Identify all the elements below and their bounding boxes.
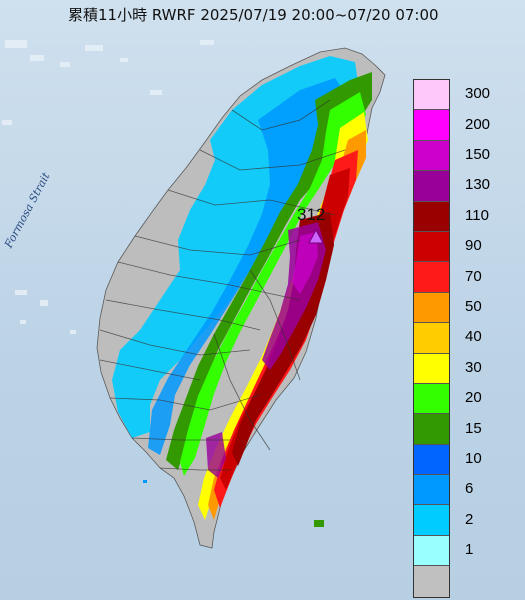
legend-swatch (414, 140, 449, 172)
legend-swatch (414, 444, 449, 476)
legend-swatch (414, 231, 449, 263)
max-rainfall-label: 312 (297, 205, 326, 224)
legend-swatch (414, 201, 449, 232)
legend-swatch (414, 475, 449, 506)
rain-zone-150 (292, 232, 318, 294)
legend-label: 300 (465, 85, 491, 103)
legend-swatch (414, 505, 449, 536)
sea-clouds (2, 40, 214, 334)
legend-swatch (414, 110, 449, 141)
legend-label: 130 (465, 176, 491, 194)
legend-label: 6 (465, 480, 474, 498)
island-green (314, 520, 324, 527)
legend-label: 30 (465, 358, 482, 376)
legend-swatch (414, 171, 449, 202)
legend-swatch (414, 414, 449, 445)
rain-zone-6 (148, 78, 350, 455)
map-title: 累積11小時 RWRF 2025/07/19 20:00~07/20 07:00 (68, 6, 439, 24)
legend-label: 150 (465, 146, 491, 163)
legend-swatch (414, 292, 449, 324)
color-legend (413, 79, 450, 598)
legend-swatch (414, 383, 449, 415)
legend-label: 200 (465, 115, 491, 133)
legend-swatch (414, 323, 449, 354)
legend-swatch (414, 535, 449, 567)
legend-label: 2 (465, 510, 474, 528)
legend-label: 40 (465, 328, 482, 346)
legend-label: 90 (465, 237, 482, 255)
triangle-icon (308, 228, 324, 244)
legend-label: 1 (465, 541, 474, 559)
legend-label: 10 (465, 450, 482, 467)
county-boundaries (99, 99, 346, 471)
legend-swatch (414, 566, 449, 597)
legend-swatch (414, 80, 449, 111)
legend-swatch (414, 262, 449, 293)
legend-label: 70 (465, 267, 482, 285)
legend-label: 50 (465, 298, 482, 315)
legend-label: 15 (465, 419, 482, 437)
legend-label: 110 (465, 206, 489, 224)
legend-label: 20 (465, 389, 482, 407)
island-blue (143, 480, 147, 483)
legend-swatch (414, 353, 449, 384)
rain-zone-south-core (206, 432, 226, 478)
